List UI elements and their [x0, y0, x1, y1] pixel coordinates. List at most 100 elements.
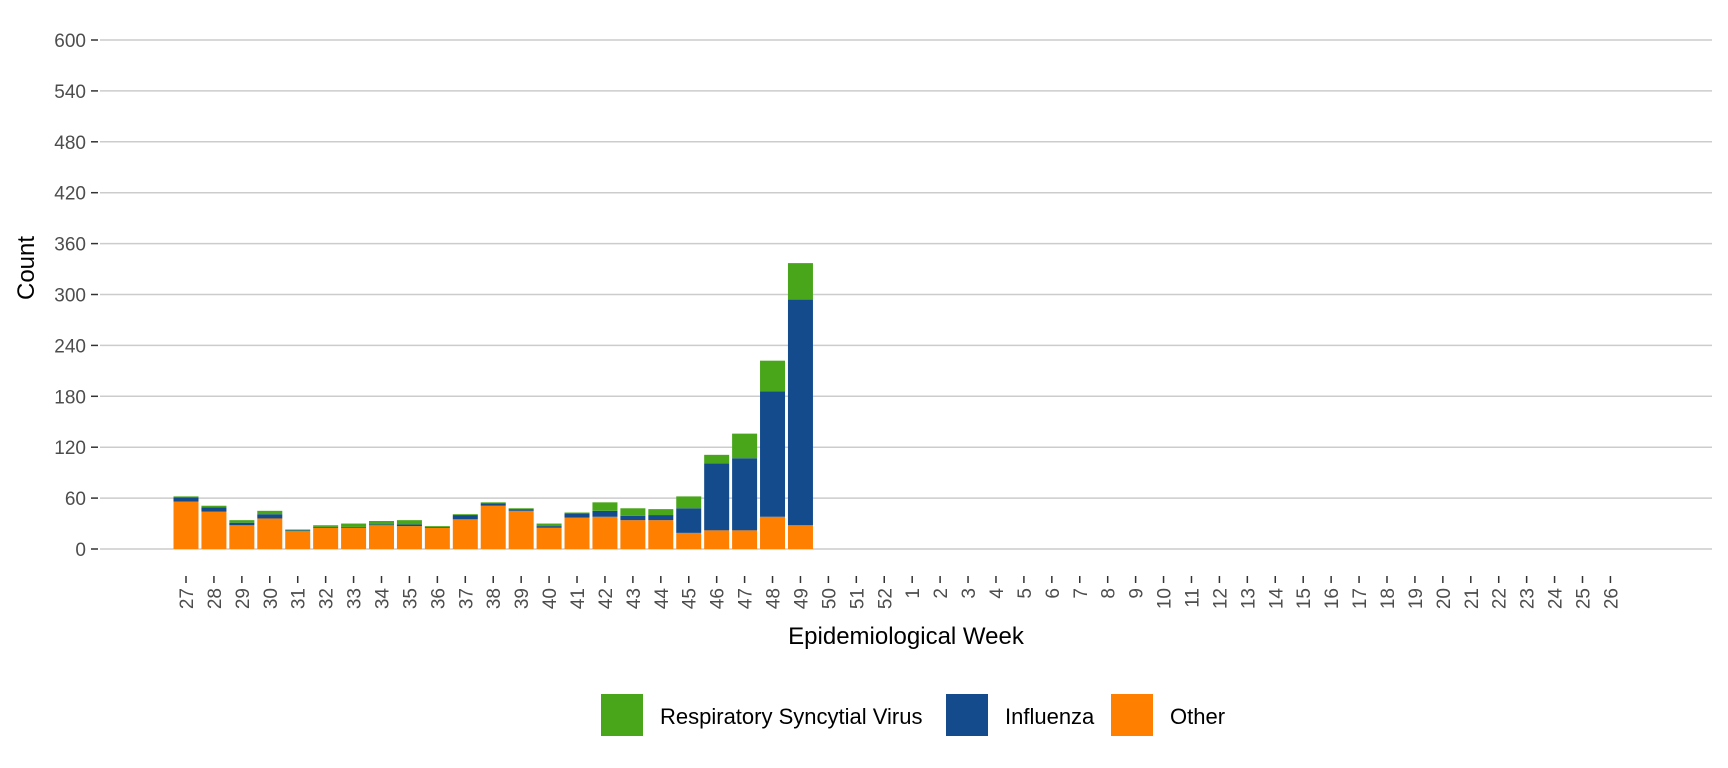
- bar-segment: [452, 519, 478, 549]
- bar-segment: [620, 515, 646, 521]
- x-tick-label: 12: [1210, 588, 1231, 609]
- bar-segment: [480, 502, 506, 504]
- y-tick-label: 300: [54, 286, 86, 307]
- x-tick-label: 48: [764, 588, 785, 609]
- bar-segment: [201, 511, 227, 549]
- bar-segment: [369, 525, 395, 549]
- bar-segment: [760, 360, 786, 392]
- bar-segment: [564, 517, 590, 549]
- legend-swatch: [946, 694, 988, 736]
- x-tick-label: 38: [484, 588, 505, 609]
- bar-segment: [676, 496, 702, 509]
- bar-segment: [592, 510, 618, 517]
- y-tick-label: 420: [54, 184, 86, 205]
- legend-label: Influenza: [1005, 704, 1095, 729]
- x-tick-label: 17: [1350, 588, 1371, 609]
- x-tick-label: 45: [680, 588, 701, 609]
- bar-segment: [480, 503, 506, 506]
- bar-segment: [396, 526, 422, 549]
- bar-segment: [704, 530, 730, 549]
- x-tick-label: 14: [1266, 588, 1287, 610]
- y-tick-label: 0: [75, 540, 86, 561]
- x-tick-label: 22: [1490, 588, 1511, 609]
- x-tick-label: 21: [1462, 588, 1483, 609]
- x-tick-label: 30: [261, 588, 282, 609]
- bar-segment: [341, 523, 367, 527]
- x-tick-label: 52: [875, 588, 896, 609]
- x-tick-label: 31: [289, 588, 310, 609]
- bar-segment: [229, 522, 255, 526]
- x-axis: 27 28 29 30 31 32 33 34 35 36 37 38 39 40 41 42 43 44 45 46…: [177, 576, 1622, 609]
- bar-segment: [369, 524, 395, 526]
- y-tick-label: 480: [54, 133, 86, 154]
- bar-segment: [173, 501, 199, 549]
- bar-segment: [508, 510, 534, 549]
- x-tick-label: 51: [847, 588, 868, 609]
- bar-segment: [787, 299, 813, 526]
- x-tick-label: 11: [1182, 588, 1203, 608]
- bar-segment: [480, 505, 506, 549]
- bar-segment: [787, 525, 813, 549]
- x-tick-label: 2: [931, 588, 952, 599]
- bar-segment: [620, 508, 646, 516]
- bar-segment: [648, 520, 674, 549]
- legend: Respiratory Syncytial Virus Influenza Othe…: [601, 694, 1225, 736]
- bar-segment: [257, 518, 283, 549]
- bar-segment: [592, 502, 618, 511]
- x-tick-label: 19: [1406, 588, 1427, 609]
- bar-segment: [704, 454, 730, 464]
- bar-segment: [787, 263, 813, 300]
- bar-segment: [564, 513, 590, 518]
- bar-segment: [452, 515, 478, 520]
- bar-segment: [704, 463, 730, 531]
- x-tick-label: 27: [177, 588, 198, 609]
- bar-segment: [396, 524, 422, 527]
- bar-segment: [424, 526, 450, 527]
- bar-segment: [732, 433, 758, 459]
- x-tick-label: 37: [456, 588, 477, 609]
- x-tick-label: 44: [652, 588, 673, 610]
- bar-segment: [508, 508, 534, 510]
- x-tick-label: 24: [1546, 588, 1567, 610]
- gridlines: [100, 39, 1712, 550]
- y-tick-label: 360: [54, 235, 86, 256]
- bar-segment: [536, 527, 562, 549]
- bar-segment: [369, 521, 395, 525]
- bars: [173, 263, 813, 549]
- x-tick-label: 4: [987, 588, 1008, 599]
- x-tick-label: 28: [205, 588, 226, 609]
- x-tick-label: 9: [1127, 588, 1148, 599]
- bar-segment: [536, 523, 562, 527]
- x-axis-title: Epidemiological Week: [788, 623, 1025, 650]
- x-tick-label: 23: [1518, 588, 1539, 609]
- bar-segment: [732, 458, 758, 531]
- x-tick-label: 15: [1294, 588, 1315, 609]
- y-axis-title: Count: [13, 236, 40, 300]
- x-tick-label: 36: [428, 588, 449, 609]
- bar-segment: [229, 525, 255, 549]
- y-tick-label: 240: [54, 336, 86, 357]
- bar-segment: [592, 516, 618, 549]
- y-tick-label: 60: [65, 489, 86, 510]
- x-tick-label: 42: [596, 588, 617, 609]
- x-tick-label: 39: [512, 588, 533, 609]
- x-tick-label: 5: [1015, 588, 1036, 599]
- y-tick-label: 120: [54, 438, 86, 459]
- bar-segment: [285, 529, 311, 531]
- bar-segment: [676, 508, 702, 533]
- bar-segment: [229, 520, 255, 523]
- bar-segment: [201, 505, 227, 508]
- bar-segment: [424, 527, 450, 549]
- bar-segment: [257, 514, 283, 519]
- legend-swatch: [1111, 694, 1153, 736]
- legend-label: Other: [1170, 704, 1225, 729]
- bar-segment: [285, 531, 311, 549]
- x-tick-label: 34: [373, 588, 394, 610]
- bar-segment: [760, 391, 786, 517]
- bar-segment: [536, 526, 562, 528]
- bar-segment: [648, 509, 674, 516]
- x-tick-label: 20: [1434, 588, 1455, 609]
- y-tick-label: 180: [54, 387, 86, 408]
- x-tick-label: 47: [736, 588, 757, 609]
